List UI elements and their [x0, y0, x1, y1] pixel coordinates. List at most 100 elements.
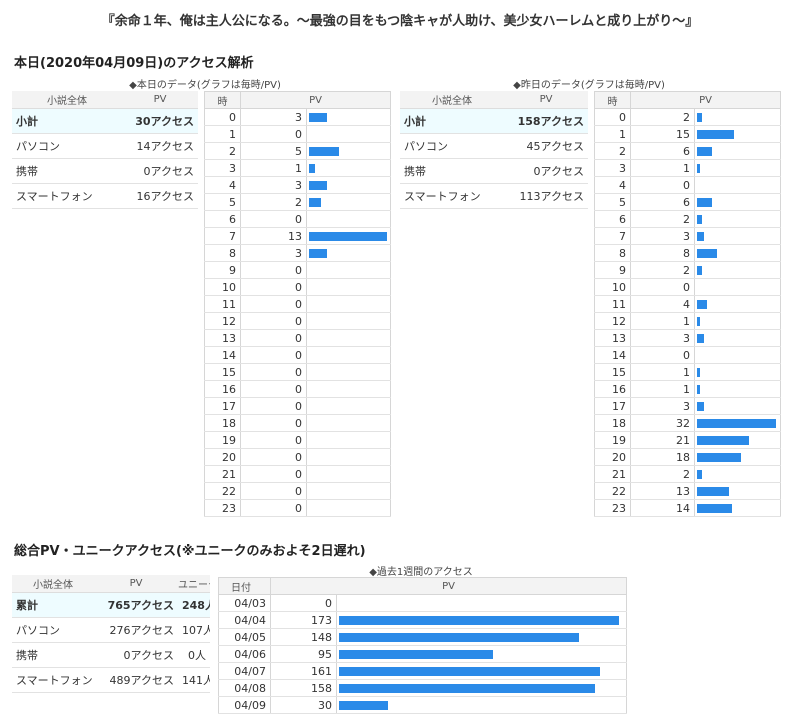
pv-cell: 15 [630, 125, 695, 143]
pv-cell: 1 [630, 159, 695, 177]
hour-cell: 6 [594, 210, 631, 228]
summary-pv: 45アクセス [504, 133, 588, 159]
hour-cell: 18 [594, 414, 631, 432]
date-cell: 04/07 [218, 662, 271, 680]
hour-cell: 11 [594, 295, 631, 313]
pv-bar [309, 248, 327, 258]
pv-bar [309, 112, 327, 122]
hour-cell: 10 [594, 278, 631, 296]
col-header: PV [94, 575, 178, 593]
total-summary-table: 小説全体 PV ユニーク 累計765アクセス248人パソコン276アクセス107… [12, 575, 210, 693]
summary-pv: 14アクセス [122, 133, 198, 159]
summary-label: 携帯 [12, 642, 94, 668]
pv-cell: 95 [270, 645, 337, 663]
hourly-row: 21 0 [204, 465, 391, 483]
summary-row: 携帯 0アクセス [12, 158, 198, 184]
week-row: 04/08 158 [218, 679, 627, 697]
pv-cell: 6 [630, 193, 695, 211]
col-header: PV [630, 91, 781, 109]
pv-bar [697, 418, 776, 428]
bar-cell [694, 431, 781, 449]
pv-cell: 161 [270, 662, 337, 680]
hour-cell: 12 [594, 312, 631, 330]
hour-cell: 7 [594, 227, 631, 245]
hourly-row: 21 2 [594, 465, 781, 483]
summary-pv: 158アクセス [504, 108, 588, 134]
bar-cell [694, 448, 781, 466]
pv-bar [309, 231, 387, 241]
summary-pv: 16アクセス [122, 183, 198, 209]
hourly-row: 23 14 [594, 499, 781, 517]
pv-cell: 30 [270, 696, 337, 714]
hour-cell: 8 [594, 244, 631, 262]
col-header: 小説全体 [400, 91, 504, 109]
bar-cell [694, 125, 781, 143]
pv-cell: 148 [270, 628, 337, 646]
hourly-row: 20 0 [204, 448, 391, 466]
hour-cell: 2 [594, 142, 631, 160]
pv-cell: 0 [240, 278, 307, 296]
hour-cell: 7 [204, 227, 241, 245]
bar-cell [694, 363, 781, 381]
pv-bar [697, 146, 712, 156]
hourly-row: 13 0 [204, 329, 391, 347]
hour-cell: 16 [594, 380, 631, 398]
summary-row: スマートフォン 113アクセス [400, 183, 588, 209]
hour-cell: 3 [204, 159, 241, 177]
pv-cell: 3 [240, 244, 307, 262]
pv-cell: 3 [240, 176, 307, 194]
summary-label: パソコン [12, 133, 122, 159]
bar-cell [336, 594, 627, 612]
summary-pv: 0アクセス [504, 158, 588, 184]
hourly-row: 17 3 [594, 397, 781, 415]
bar-cell [336, 696, 627, 714]
week-row: 04/07 161 [218, 662, 627, 680]
bar-cell [306, 176, 391, 194]
pv-cell: 3 [240, 108, 307, 126]
pv-bar [309, 197, 321, 207]
hour-cell: 19 [594, 431, 631, 449]
hour-cell: 11 [204, 295, 241, 313]
pv-cell: 4 [630, 295, 695, 313]
col-header: PV [504, 91, 588, 109]
hour-cell: 1 [594, 125, 631, 143]
pv-bar [697, 384, 700, 394]
hour-cell: 6 [204, 210, 241, 228]
pv-cell: 18 [630, 448, 695, 466]
summary-label: パソコン [12, 617, 94, 643]
pv-bar [697, 112, 702, 122]
hourly-row: 15 0 [204, 363, 391, 381]
bar-cell [694, 465, 781, 483]
bar-cell [694, 295, 781, 313]
col-header: PV [240, 91, 391, 109]
pv-bar [697, 265, 702, 275]
today-summary-table: 小説全体 PV 小計 30アクセス パソコン 14アクセス 携帯 0アクセス スマートフォン… [12, 91, 198, 209]
hour-cell: 12 [204, 312, 241, 330]
summary-label: 携帯 [12, 158, 122, 184]
pv-cell: 0 [240, 465, 307, 483]
pv-bar [697, 401, 704, 411]
bar-cell [306, 142, 391, 160]
col-header: PV [122, 91, 198, 109]
week-row: 04/03 0 [218, 594, 627, 612]
pv-cell: 0 [630, 346, 695, 364]
bar-cell [336, 611, 627, 629]
pv-bar [697, 197, 712, 207]
pv-cell: 21 [630, 431, 695, 449]
pv-cell: 1 [630, 312, 695, 330]
pv-cell: 158 [270, 679, 337, 697]
summary-label: 小計 [400, 108, 504, 134]
summary-label: スマートフォン [12, 667, 94, 693]
summary-pv: 765アクセス [94, 592, 178, 618]
bar-cell [306, 431, 391, 449]
hour-cell: 17 [594, 397, 631, 415]
bar-cell [306, 210, 391, 228]
summary-label: スマートフォン [12, 183, 122, 209]
bar-cell [336, 679, 627, 697]
pv-cell: 2 [630, 210, 695, 228]
